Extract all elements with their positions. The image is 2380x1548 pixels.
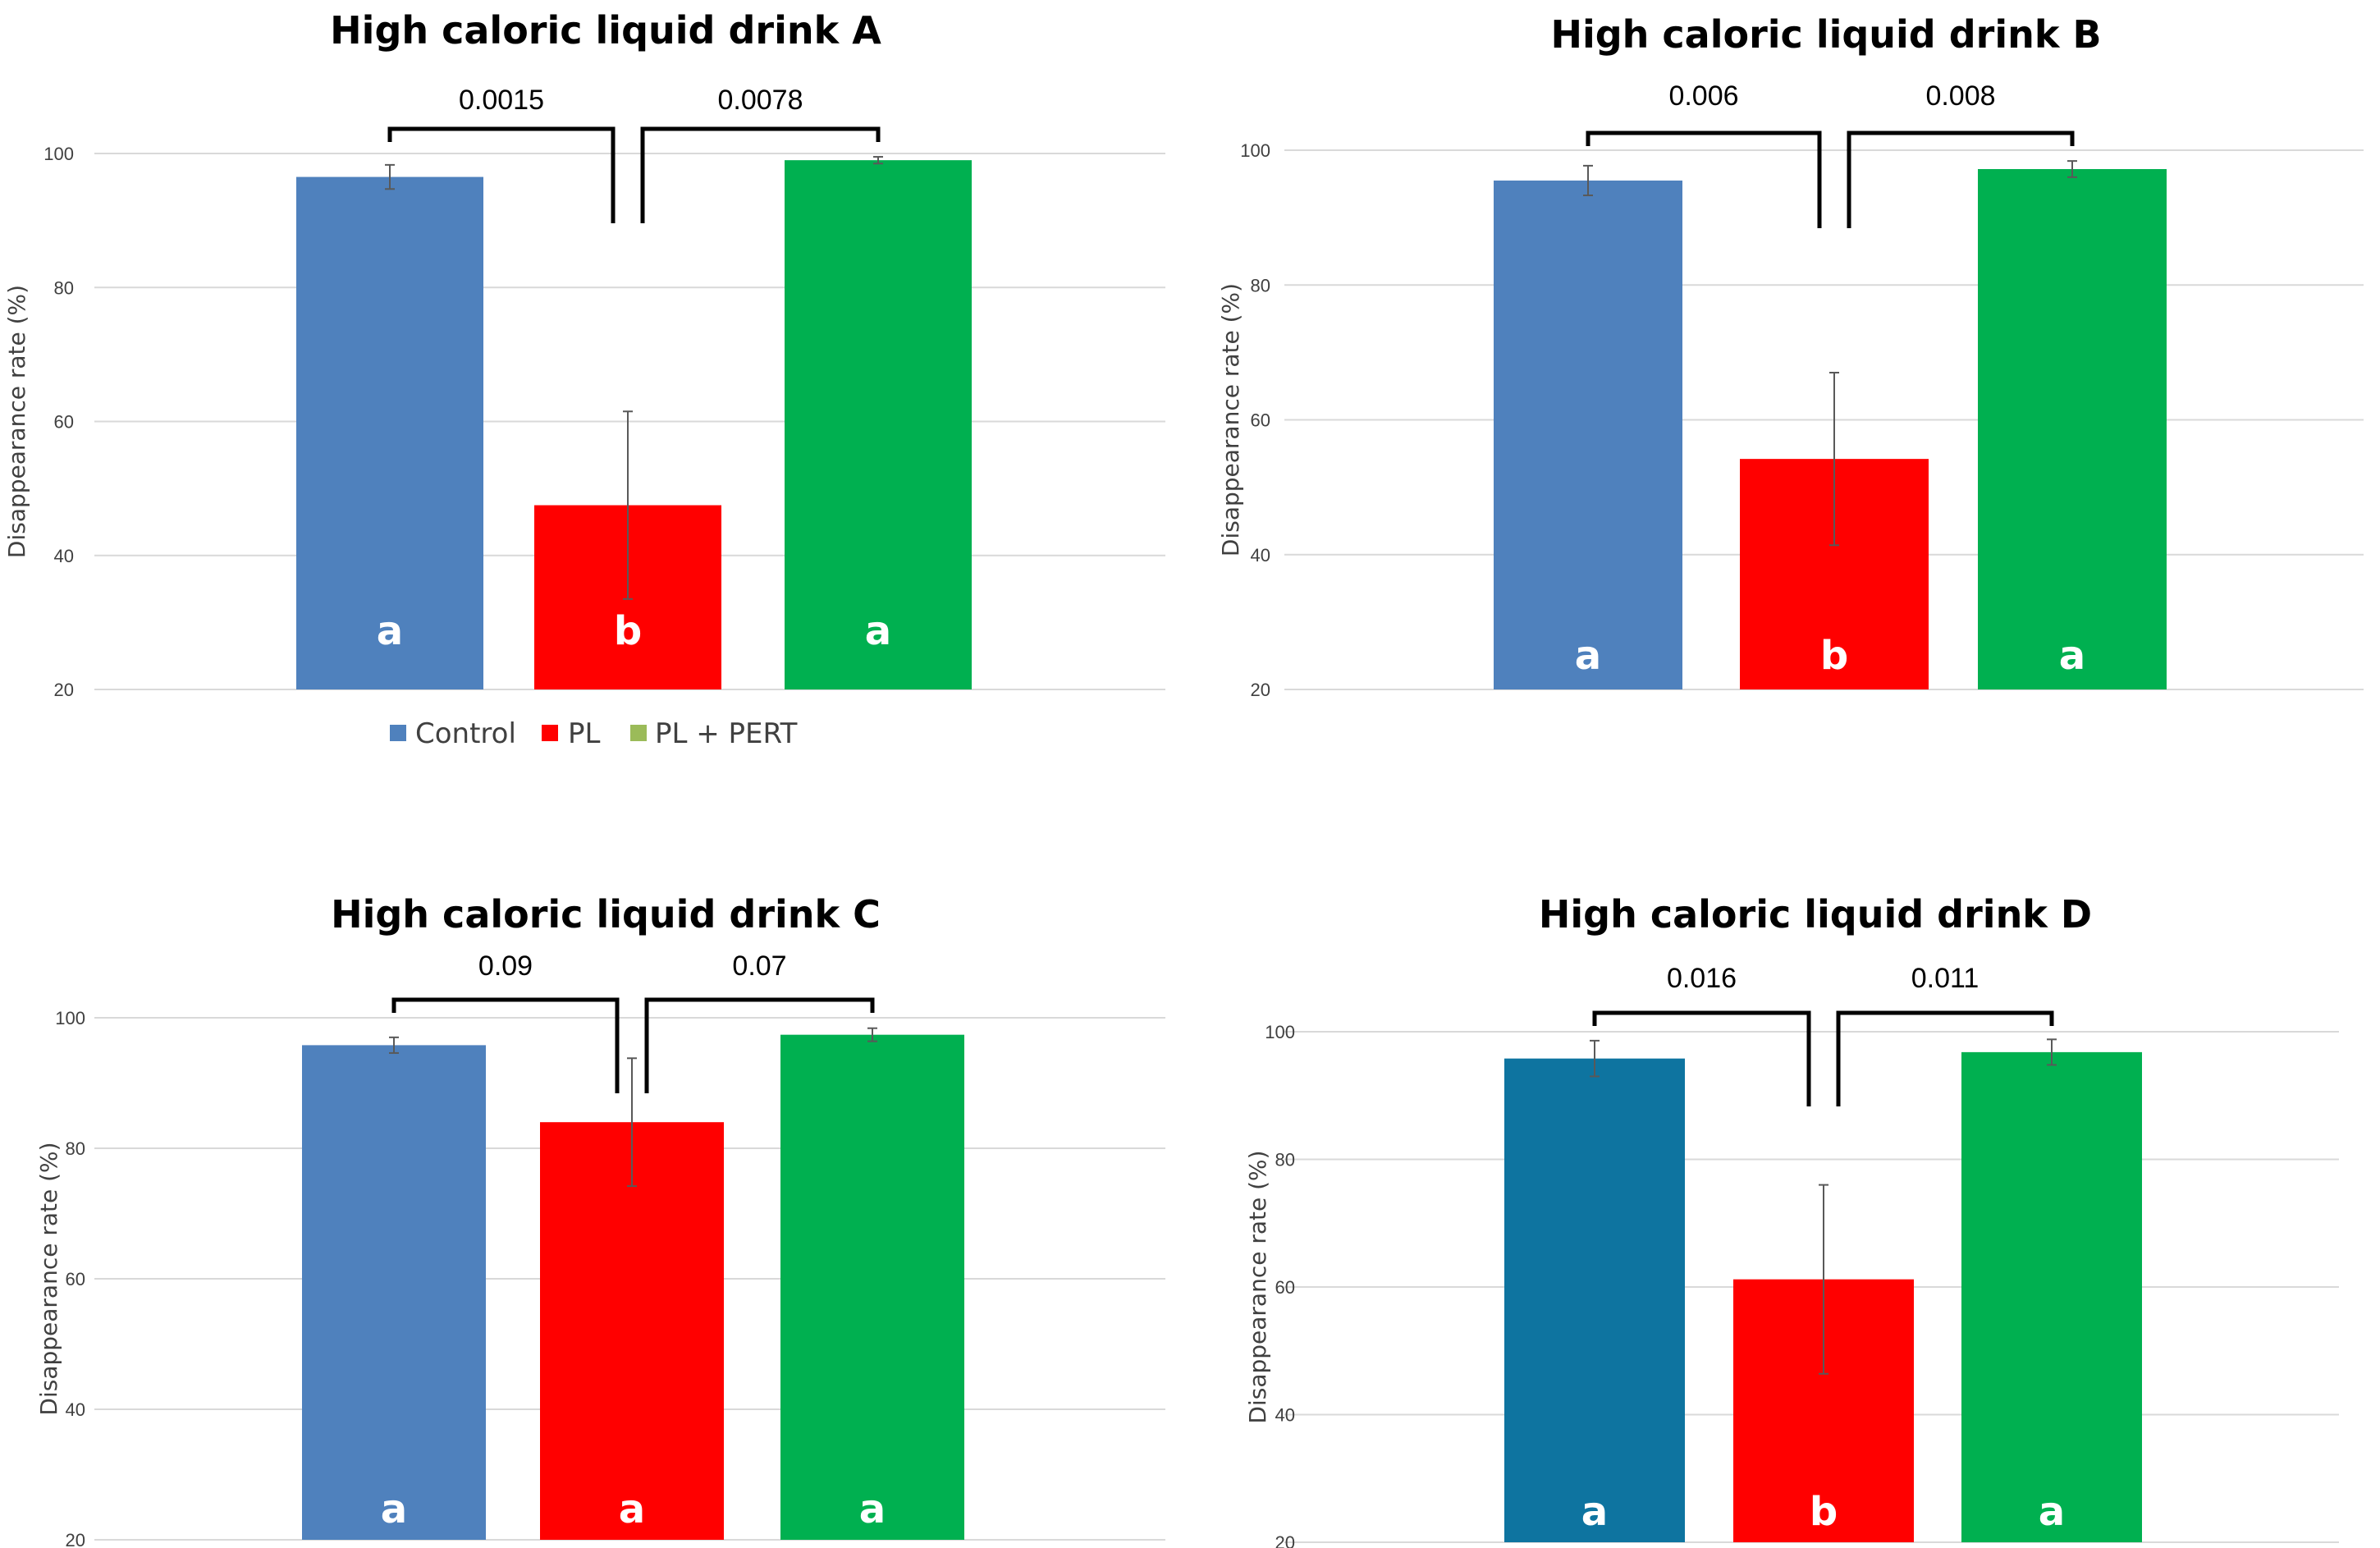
comparison-bracket (1836, 1010, 2054, 1106)
p-value-label: 0.008 (1925, 80, 1995, 112)
legend-label: Control (415, 717, 516, 750)
y-tick-label: 40 (54, 546, 74, 566)
y-tick-label: 40 (1275, 1405, 1295, 1426)
legend-swatch (630, 725, 647, 741)
bar-control (296, 176, 483, 690)
y-axis-label: Disappearance rate (%) (3, 285, 30, 558)
chart-panel-4: High caloric liquid drink D Disappearance… (1244, 892, 2339, 1548)
p-value-label: 0.016 (1667, 963, 1737, 994)
p-value-label: 0.011 (1911, 963, 1980, 994)
y-tick-label: 80 (54, 277, 74, 298)
y-tick-label: 20 (66, 1530, 85, 1548)
significance-letter: a (859, 1486, 886, 1532)
y-tick-label: 40 (66, 1399, 85, 1420)
y-tick-label: 60 (66, 1269, 85, 1289)
comparison-bracket (1592, 1010, 1811, 1106)
y-tick-label: 80 (1251, 275, 1270, 295)
bar-control (302, 1045, 486, 1540)
y-axis-label: Disappearance rate (%) (1244, 1150, 1271, 1423)
p-value-label: 0.09 (478, 950, 533, 982)
significance-letter: b (614, 608, 642, 654)
bar-control (1504, 1058, 1685, 1542)
legend-label: PL + PERT (655, 717, 798, 750)
comparison-bracket (644, 997, 875, 1093)
significance-letter: a (381, 1486, 407, 1532)
significance-letter: a (865, 608, 891, 654)
chart-panel-3: High caloric liquid drink C Disappearance… (35, 892, 1165, 1548)
y-axis-label: Disappearance rate (%) (35, 1142, 62, 1415)
bar-pl-pert (780, 1034, 964, 1540)
significance-letter: a (1581, 1489, 1608, 1535)
y-tick-label: 100 (1265, 1022, 1295, 1042)
chart-title: High caloric liquid drink C (331, 892, 881, 937)
bar-pl (540, 1122, 724, 1540)
y-axis-label: Disappearance rate (%) (1217, 283, 1244, 556)
chart-title: High caloric liquid drink B (1550, 12, 2101, 57)
y-tick-label: 60 (54, 412, 74, 433)
y-tick-label: 100 (1240, 140, 1270, 161)
significance-letter: a (377, 608, 403, 654)
comparison-bracket (387, 126, 616, 223)
legend-swatch (390, 725, 406, 741)
significance-letter: b (1820, 633, 1848, 679)
legend-label: PL (568, 717, 601, 750)
comparison-bracket (1586, 131, 1822, 228)
p-value-label: 0.006 (1668, 80, 1738, 112)
significance-letter: a (2039, 1489, 2065, 1535)
bar-pl-pert (1978, 168, 2167, 689)
significance-letter: a (619, 1486, 645, 1532)
comparison-bracket (1847, 131, 2075, 228)
significance-letter: b (1810, 1489, 1838, 1535)
p-value-label: 0.07 (732, 950, 786, 982)
p-value-label: 0.0015 (459, 85, 544, 116)
bar-pl-pert (1961, 1051, 2142, 1542)
bar-control (1494, 180, 1682, 690)
significance-letter: a (1575, 633, 1601, 679)
y-tick-label: 20 (54, 680, 74, 700)
comparison-bracket (391, 997, 620, 1093)
chart-title: High caloric liquid drink A (330, 8, 881, 53)
y-tick-label: 20 (1275, 1532, 1295, 1548)
bar-pl-pert (785, 160, 972, 690)
y-tick-label: 20 (1251, 680, 1270, 700)
significance-letter: a (2059, 633, 2085, 679)
y-tick-label: 100 (43, 144, 74, 164)
y-tick-label: 100 (55, 1008, 85, 1028)
chart-title: High caloric liquid drink D (1539, 892, 2092, 937)
y-tick-label: 40 (1251, 545, 1270, 566)
comparison-bracket (640, 126, 881, 223)
legend-swatch (542, 725, 558, 741)
y-tick-label: 80 (1275, 1150, 1295, 1170)
y-tick-label: 80 (66, 1138, 85, 1159)
chart-panel-2: High caloric liquid drink B Disappearance… (1217, 12, 2364, 700)
chart-panel-1: High caloric liquid drink A Disappearance… (3, 8, 1165, 700)
y-tick-label: 60 (1275, 1277, 1295, 1298)
p-value-label: 0.0078 (718, 85, 803, 116)
legend: Control PL PL + PERT (390, 717, 798, 750)
y-tick-label: 60 (1251, 410, 1270, 431)
